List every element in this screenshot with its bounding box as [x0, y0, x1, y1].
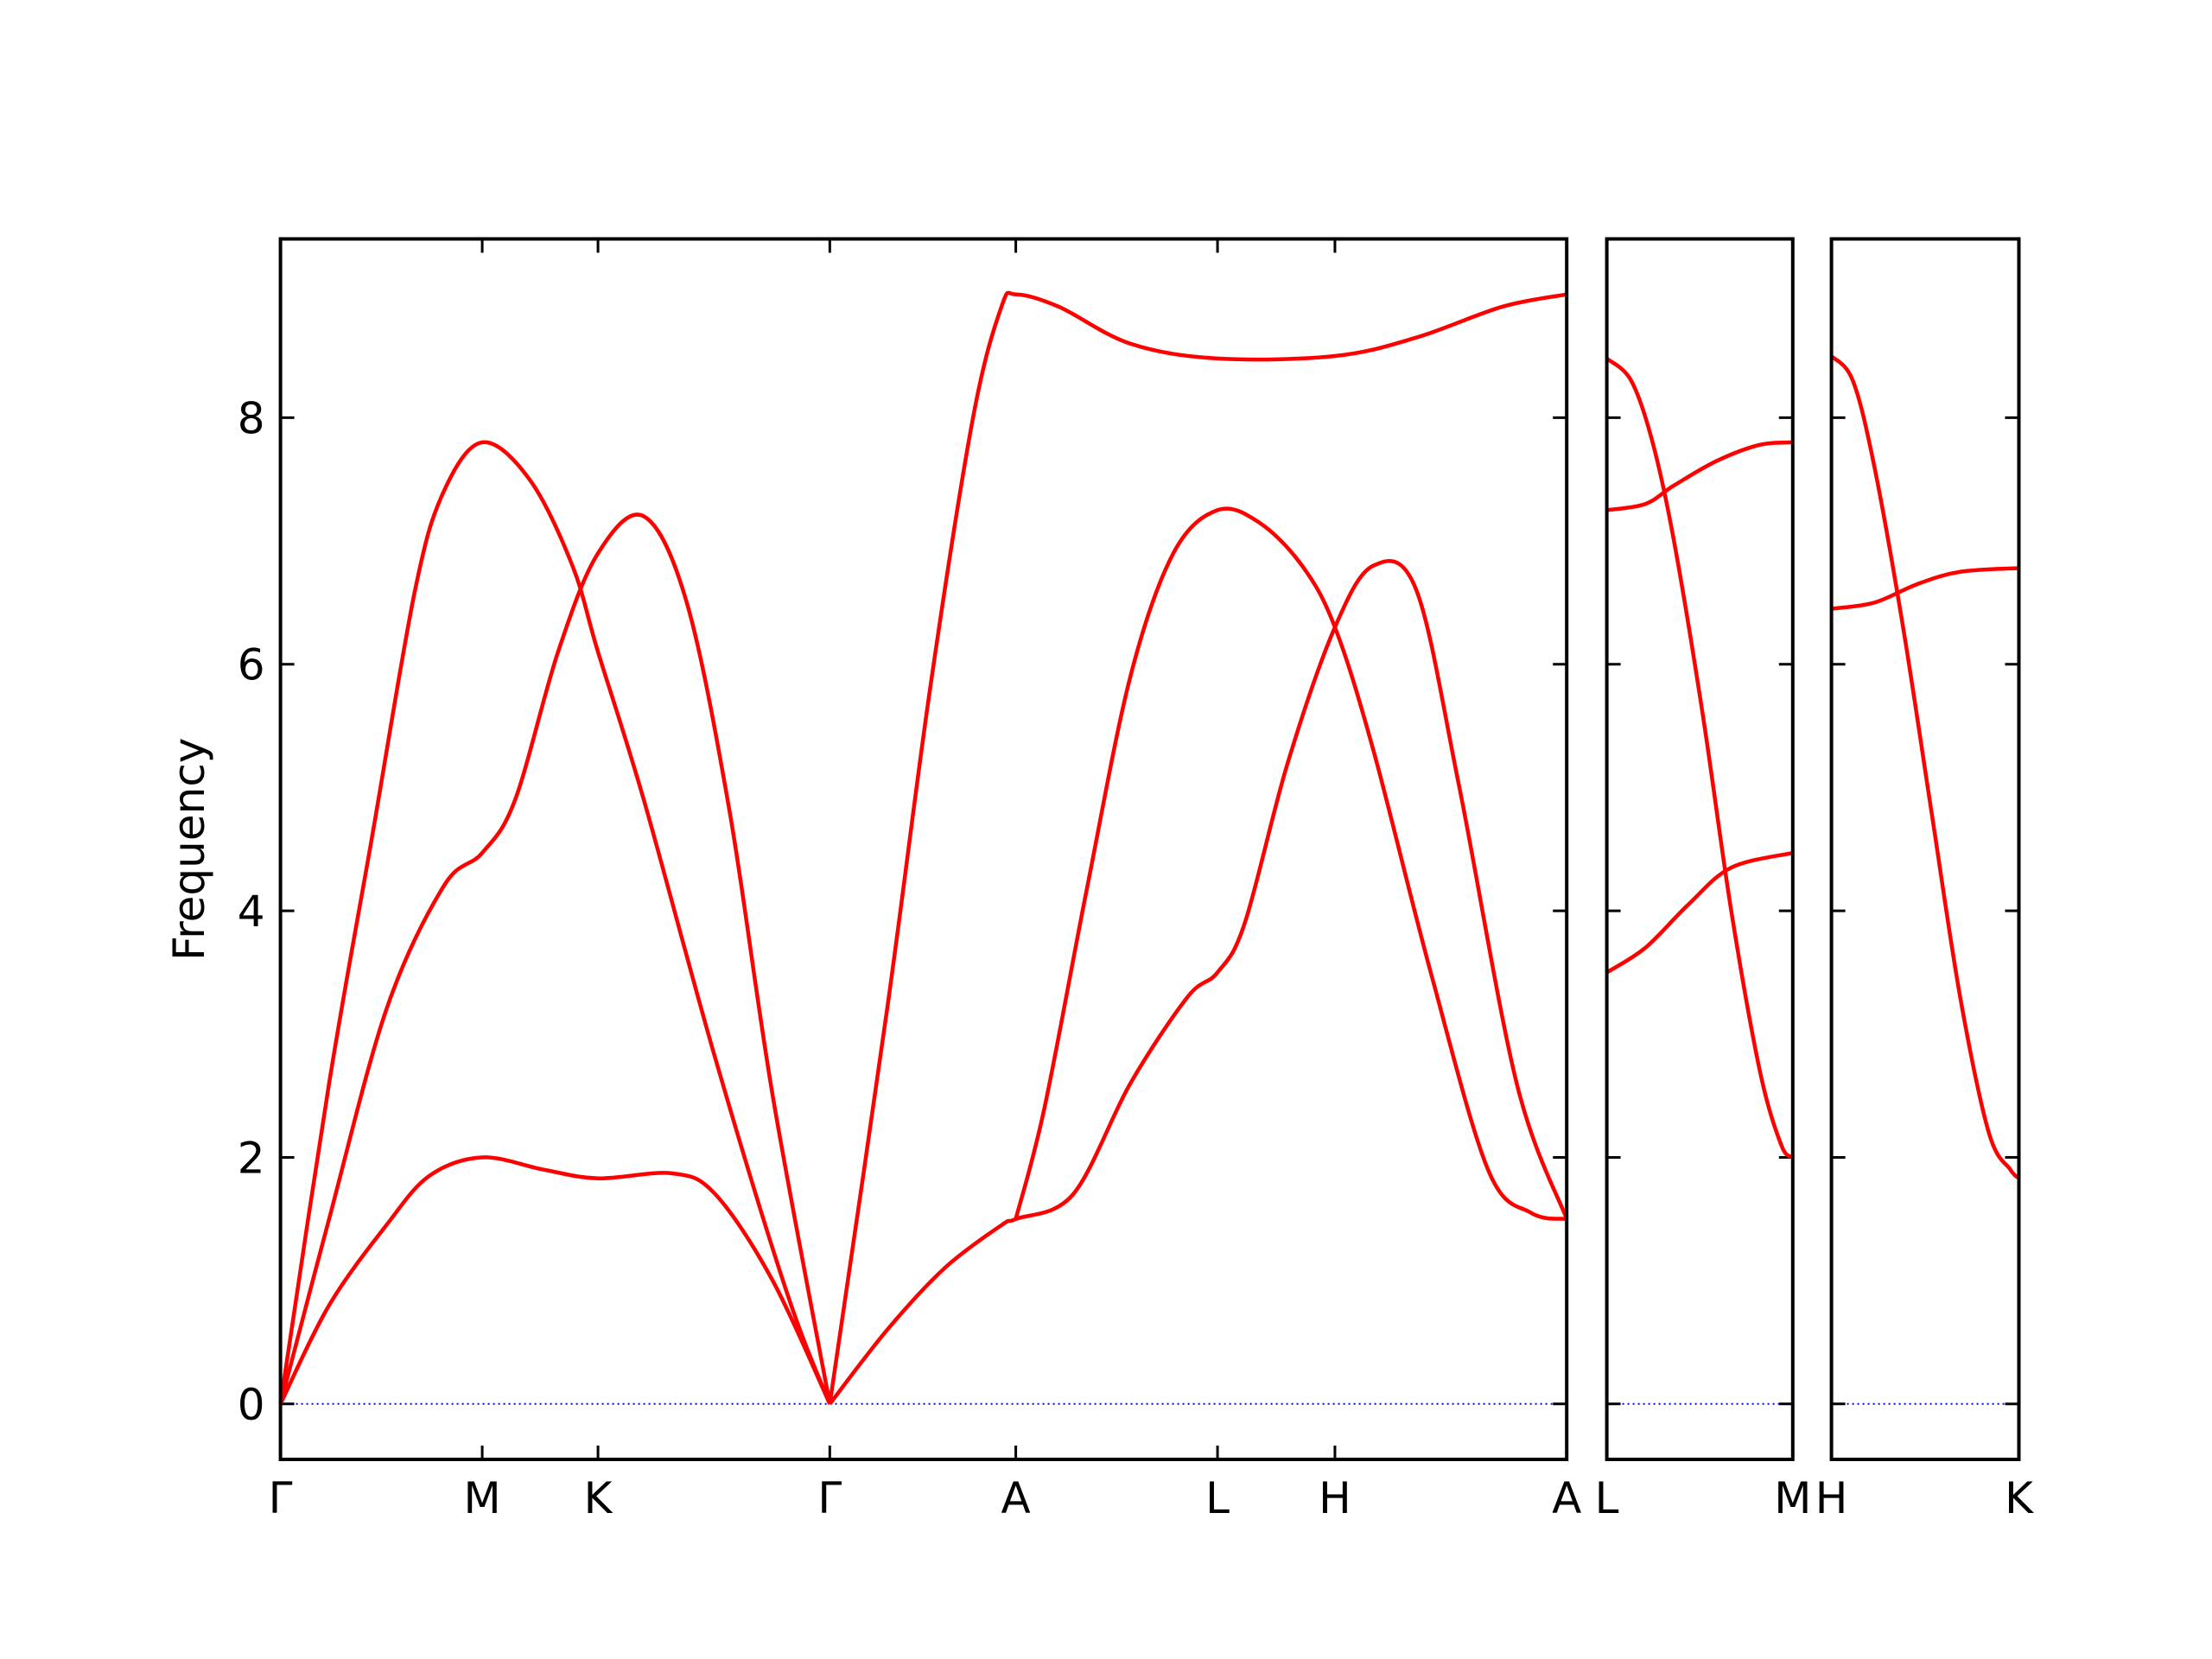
y-tick-label: 6: [238, 640, 265, 690]
y-tick-label: 0: [238, 1380, 265, 1430]
axes-frame: [278, 237, 1569, 1461]
x-tick-label: H: [1815, 1473, 1848, 1523]
band-line: [1831, 566, 2019, 611]
x-tick-label: Γ: [269, 1473, 293, 1523]
band-line: [1014, 506, 1567, 1222]
band-line: [1829, 354, 2021, 1180]
band-line: [828, 558, 1569, 1406]
band-line: [278, 440, 832, 1405]
x-tick-label: L: [1205, 1473, 1230, 1523]
band-line: [828, 290, 1567, 1405]
x-tick-label: K: [2005, 1473, 2034, 1523]
y-tick-label: 2: [238, 1133, 265, 1183]
x-tick-label: A: [1001, 1473, 1030, 1523]
band-line: [1605, 850, 1794, 975]
band-line: [278, 1155, 832, 1405]
x-tick-label: L: [1595, 1473, 1619, 1523]
x-tick-label: H: [1319, 1473, 1351, 1523]
x-tick-label: A: [1552, 1473, 1581, 1523]
band-line: [1606, 440, 1793, 512]
x-tick-label: M: [1774, 1473, 1811, 1523]
x-tick-label: M: [463, 1473, 500, 1523]
axes-frame: [1605, 237, 1795, 1461]
y-tick-label: 8: [238, 393, 265, 443]
y-tick-label: 4: [238, 887, 265, 937]
x-tick-label: K: [584, 1473, 613, 1523]
axes-frame: [1829, 237, 2021, 1461]
band-line: [278, 512, 832, 1405]
band-line: [1605, 357, 1795, 1160]
y-axis-label: Frequency: [164, 738, 214, 961]
x-tick-label: Γ: [817, 1473, 842, 1523]
